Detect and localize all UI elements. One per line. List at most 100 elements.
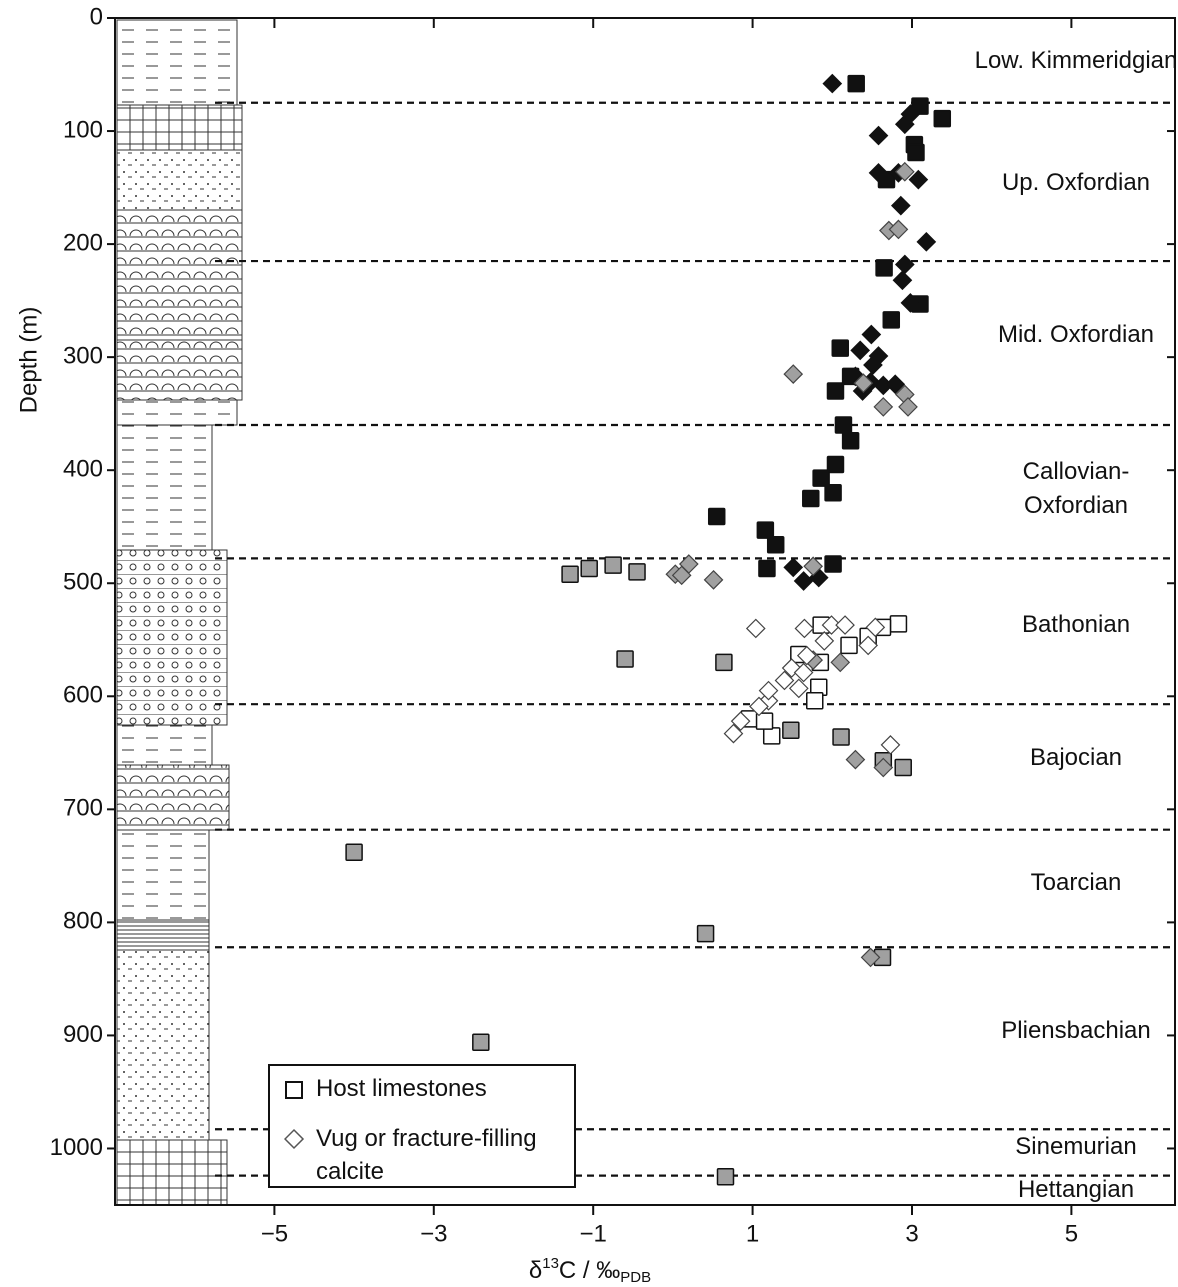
calcite-point <box>835 615 855 635</box>
host-limestone-point <box>716 1167 735 1186</box>
stage-label: Low. Kimmeridgian <box>974 47 1178 74</box>
legend-label: Host limestones <box>316 1075 487 1102</box>
host-limestone-point <box>707 507 726 526</box>
calcite-point <box>671 565 692 586</box>
host-limestone-point <box>826 455 845 474</box>
host-limestone-point <box>580 559 598 578</box>
calcite-point <box>868 163 889 183</box>
calcite-point <box>916 231 937 252</box>
calcite-point <box>703 569 724 590</box>
y-tick-label: 900 <box>63 1021 103 1048</box>
calcite-point <box>890 195 911 216</box>
x-tick-label: 5 <box>1065 1220 1078 1247</box>
stage-label: Pliensbachian <box>1001 1017 1151 1044</box>
calcite-point <box>730 711 751 732</box>
host-limestone-point <box>812 469 830 487</box>
calcite-point <box>783 557 804 578</box>
host-limestone-point <box>806 692 824 710</box>
host-limestone-point <box>824 484 842 502</box>
host-limestone-point <box>472 1033 490 1051</box>
y-axis-label: Depth (m) <box>15 307 42 414</box>
calcite-point <box>781 658 802 678</box>
host-limestone-point <box>345 843 363 862</box>
host-limestone-point <box>831 339 850 357</box>
calcite-point <box>892 270 913 291</box>
host-limestone-point <box>840 636 858 655</box>
stage-label: Bathonian <box>1021 611 1131 638</box>
calcite-point <box>788 678 809 699</box>
calcite-point <box>830 652 851 673</box>
x-label-sub: PDB <box>620 1269 651 1286</box>
host-limestone-point <box>628 563 646 581</box>
x-label-sup: 13 <box>542 1255 559 1272</box>
x-axis-label: δ13C / ‰PDB <box>529 1255 651 1286</box>
host-limestone-point <box>847 74 865 93</box>
calcite-point <box>868 125 889 146</box>
host-limestone-point <box>561 565 579 583</box>
calcite-point <box>803 556 824 577</box>
stage-label: Hettangian <box>1017 1176 1135 1203</box>
legend-markers <box>284 1081 305 1150</box>
calcite-point <box>853 373 874 393</box>
calcite-point <box>793 571 814 591</box>
x-tick-label: −1 <box>580 1220 607 1247</box>
calcite-point <box>796 645 817 666</box>
y-tick-label: 200 <box>63 229 103 256</box>
calcite-point <box>900 104 921 124</box>
host-limestone-point <box>826 382 845 400</box>
host-limestone-point <box>756 521 775 539</box>
calcite-point <box>845 366 866 387</box>
host-limestone-point <box>875 259 893 277</box>
calcite-point <box>749 696 769 717</box>
calcite-point <box>794 618 815 639</box>
x-tick-label: 1 <box>746 1220 759 1247</box>
x-tick-label: −5 <box>261 1220 288 1247</box>
lithology-column <box>116 19 243 1206</box>
host-limestone-point <box>762 727 781 745</box>
y-tick-label: 400 <box>63 456 103 483</box>
calcite-point <box>885 374 906 395</box>
y-tick-label: 800 <box>63 908 103 935</box>
calcite-point <box>860 947 881 968</box>
host-limestone-point <box>782 721 800 739</box>
calcite-point <box>880 735 901 755</box>
calcite-point <box>865 617 886 638</box>
host-limestone-point <box>715 653 733 672</box>
stage-label: Bajocian <box>1029 744 1123 771</box>
y-tick-label: 700 <box>63 795 103 822</box>
host-limestone-point <box>894 758 912 777</box>
legend-label: Vug or fracture-filling calcite <box>316 1125 537 1185</box>
calcite-point <box>783 364 804 384</box>
calcite-point <box>850 340 871 361</box>
legend: Host limestones Vug or fracture-filling … <box>268 1064 576 1188</box>
stage-label: Toarcian <box>1030 869 1122 896</box>
x-tick-label: −3 <box>420 1220 447 1247</box>
calcite-point <box>858 635 879 656</box>
y-tick-label: 100 <box>63 116 103 143</box>
stage-label: Mid. Oxfordian <box>997 321 1155 348</box>
host-limestone-point <box>755 712 774 730</box>
calcite-point <box>793 662 814 683</box>
host-limestone-point <box>933 109 952 128</box>
calcite-point <box>758 690 779 711</box>
x-tick-label: 3 <box>905 1220 918 1247</box>
legend-diamond <box>284 1128 305 1150</box>
host-limestone-point <box>604 556 622 574</box>
host-limestone-point <box>907 143 925 162</box>
calcite-point <box>898 397 918 417</box>
stage-label: Up. Oxfordian <box>1001 169 1151 196</box>
calcite-point <box>900 293 921 313</box>
calcite-point <box>894 254 915 275</box>
calcite-point <box>822 73 843 94</box>
calcite-point <box>888 219 909 240</box>
calcite-point <box>821 615 842 635</box>
stage-label: Callovian-Oxfordian <box>1022 458 1130 519</box>
host-limestone-point <box>802 489 820 508</box>
calcite-point <box>873 397 894 417</box>
host-limestone-point <box>696 924 715 943</box>
host-limestone-point <box>834 416 853 434</box>
calcite-point <box>894 161 915 182</box>
x-label-main: C / ‰ <box>559 1257 620 1284</box>
